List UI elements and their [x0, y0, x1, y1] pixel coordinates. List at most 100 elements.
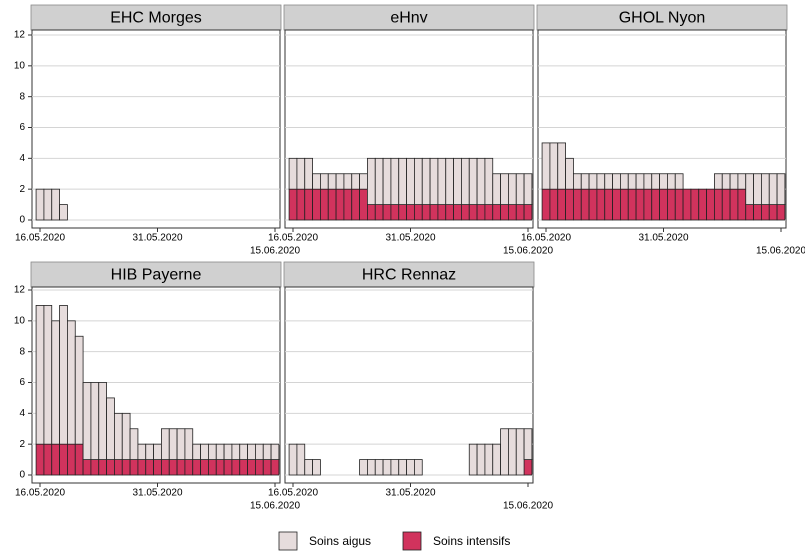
- bar-segment: [168, 428, 178, 460]
- bar-segment: [296, 188, 306, 221]
- bar-segment: [153, 459, 162, 476]
- x-tick-label: 15.06.2020: [250, 501, 300, 512]
- bar-segment: [445, 157, 454, 205]
- bar-segment: [508, 204, 517, 221]
- bar-segment: [737, 188, 747, 221]
- x-tick-label: 15.06.2020: [503, 501, 553, 512]
- bar-segment: [137, 443, 147, 460]
- panel-header: [283, 4, 535, 31]
- bar-segment: [500, 173, 509, 205]
- bar-segment: [176, 459, 186, 476]
- bar-segment: [651, 188, 660, 221]
- bar-segment: [312, 459, 321, 476]
- bar-segment: [382, 157, 392, 205]
- y-tick-label: 12: [14, 30, 26, 41]
- bar-segment: [612, 188, 621, 221]
- bar-segment: [682, 188, 692, 221]
- bar-segment: [721, 173, 731, 190]
- bar-segment: [43, 443, 53, 476]
- bar-segment: [255, 443, 264, 460]
- x-tick-label: 16.05.2020: [15, 488, 65, 499]
- bar-segment: [698, 188, 707, 221]
- x-tick-label: 16.05.2020: [268, 233, 318, 244]
- bar-segment: [106, 397, 115, 460]
- bar-segment: [484, 157, 494, 205]
- bar-segment: [223, 443, 233, 460]
- bar-segment: [659, 173, 668, 190]
- bar-segment: [753, 173, 762, 205]
- bar-segment: [604, 188, 613, 221]
- bar-segment: [588, 173, 598, 190]
- bar-segment: [549, 188, 559, 221]
- bar-segment: [320, 188, 329, 221]
- bar-segment: [414, 459, 423, 476]
- legend-swatch: [402, 531, 422, 551]
- x-tick-label: 31.05.2020: [132, 233, 182, 244]
- bar-segment: [359, 459, 368, 476]
- bar-segment: [98, 382, 107, 460]
- panel-title: HRC Rennaz: [362, 267, 456, 284]
- bar-segment: [168, 459, 178, 476]
- plot-frame: [31, 29, 281, 229]
- bar-segment: [335, 188, 345, 221]
- bar-segment: [161, 428, 170, 460]
- bar-segment: [67, 320, 76, 445]
- bar-segment: [43, 305, 53, 445]
- bar-segment: [745, 204, 754, 221]
- bar-segment: [192, 459, 201, 476]
- bar-segment: [398, 459, 407, 476]
- bar-segment: [351, 188, 360, 221]
- bar-segment: [768, 173, 778, 205]
- bar-segment: [492, 173, 501, 205]
- legend-label: Soins intensifs: [433, 534, 510, 548]
- bar-segment: [627, 173, 637, 190]
- bar-segment: [129, 459, 139, 476]
- bar-segment: [549, 142, 559, 190]
- bar-segment: [476, 157, 486, 205]
- bar-segment: [288, 188, 298, 221]
- bar-segment: [523, 173, 533, 205]
- bar-segment: [200, 459, 209, 476]
- bar-segment: [320, 173, 329, 190]
- bar-segment: [255, 459, 264, 476]
- bar-segment: [635, 173, 645, 190]
- bar-segment: [453, 204, 462, 221]
- bar-segment: [492, 204, 501, 221]
- bar-segment: [508, 173, 517, 205]
- bar-segment: [651, 173, 660, 190]
- bar-segment: [398, 204, 407, 221]
- x-tick-label: 16.05.2020: [268, 488, 318, 499]
- bar-segment: [643, 173, 653, 190]
- bar-segment: [588, 188, 598, 221]
- bar-segment: [161, 459, 170, 476]
- bar-segment: [468, 204, 478, 221]
- bar-segment: [223, 459, 233, 476]
- bar-segment: [184, 459, 194, 476]
- bar-segment: [296, 157, 306, 190]
- bar-segment: [721, 188, 731, 221]
- bar-segment: [90, 459, 100, 476]
- bar-segment: [215, 459, 225, 476]
- bar-segment: [176, 428, 186, 460]
- bar-segment: [476, 204, 486, 221]
- bar-segment: [437, 204, 447, 221]
- bar-segment: [247, 459, 256, 476]
- bar-segment: [304, 188, 313, 221]
- bar-segment: [192, 443, 201, 460]
- bar-segment: [51, 188, 60, 221]
- bar-segment: [620, 173, 629, 190]
- bar-segment: [121, 459, 131, 476]
- bar-segment: [239, 443, 248, 460]
- panel-title: eHnv: [390, 10, 427, 27]
- bar-segment: [288, 157, 298, 190]
- bar-segment: [753, 204, 762, 221]
- x-tick-label: 15.06.2020: [250, 246, 300, 257]
- bar-segment: [573, 173, 582, 190]
- bar-segment: [737, 173, 747, 190]
- bar-segment: [59, 443, 68, 476]
- bar-segment: [327, 173, 337, 190]
- bar-segment: [523, 459, 533, 476]
- bar-segment: [359, 188, 368, 221]
- bar-segment: [500, 204, 509, 221]
- bar-segment: [445, 204, 454, 221]
